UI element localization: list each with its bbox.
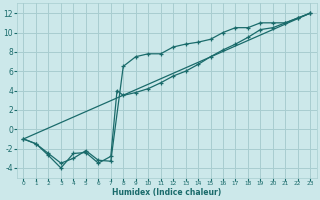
X-axis label: Humidex (Indice chaleur): Humidex (Indice chaleur) [112,188,221,197]
